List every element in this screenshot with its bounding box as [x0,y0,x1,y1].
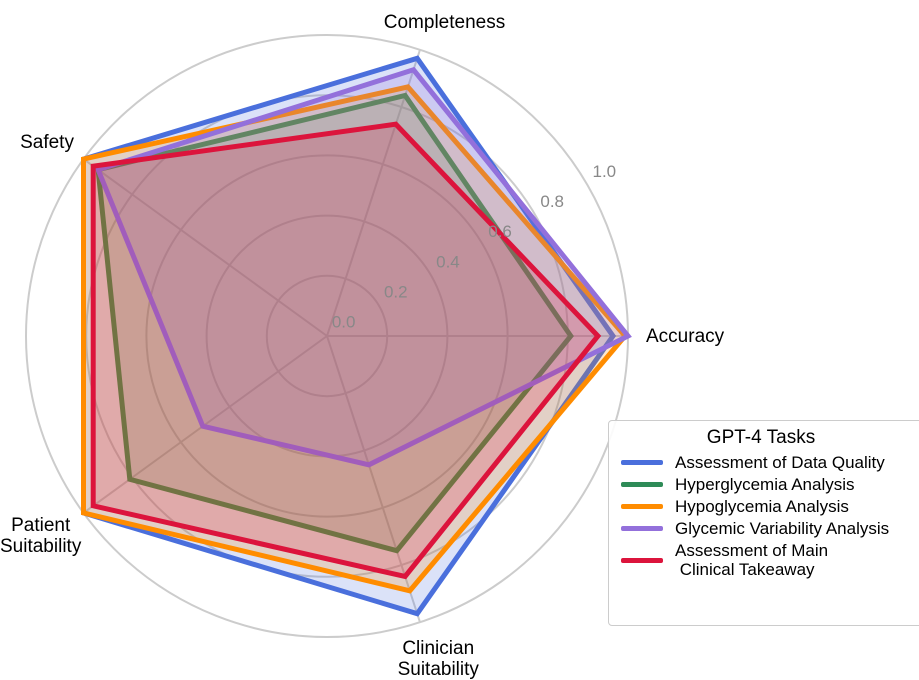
axis-label: Completeness [383,12,506,34]
axis-label: Safety [20,131,74,153]
series-area [98,69,629,465]
series-line [95,92,574,554]
r-tick-label: 0.0 [332,312,356,331]
series-area [83,86,625,591]
legend-label: Hypoglycemia Analysis [675,497,849,516]
r-tick-label: 0.4 [436,252,460,271]
series-line [90,121,602,580]
legend-swatch [621,482,663,487]
legend-entry: Glycemic Variability Analysis [621,519,919,538]
legend-swatch [621,557,663,563]
legend-swatch [621,504,663,509]
legend-title: GPT-4 Tasks [706,427,816,448]
series-area [98,95,571,551]
legend-label: Glycemic Variability Analysis [675,519,890,538]
axis-label: Accuracy [646,325,725,347]
legend-entry: Hyperglycemia Analysis [621,475,919,494]
r-tick-label: 1.0 [593,162,617,181]
spoke [82,158,328,337]
axis-label: Clinician Suitability [397,638,479,680]
series-line [81,84,629,594]
legend-entry: Assessment of Main Clinical Takeaway [621,541,919,579]
legend-swatch [621,526,663,531]
series-area [93,124,598,577]
legend-label: Assessment of Main Clinical Takeaway [675,541,829,579]
legend-entry: Hypoglycemia Analysis [621,497,919,516]
axis-label: Patient Suitability [0,514,82,557]
r-tick-label: 0.8 [540,192,564,211]
series-line [94,66,632,468]
r-tick-label: 0.6 [488,222,512,241]
legend-entry: Assessment of Data Quality [621,453,919,472]
r-tick-label: 0.2 [384,282,408,301]
legend-label: Hyperglycemia Analysis [675,475,855,494]
legend-swatch [621,460,663,465]
legend-label: Assessment of Data Quality [675,453,885,472]
series-area [83,58,613,614]
legend: GPT-4 Tasks Assessment of Data Quality Hy… [608,420,919,626]
